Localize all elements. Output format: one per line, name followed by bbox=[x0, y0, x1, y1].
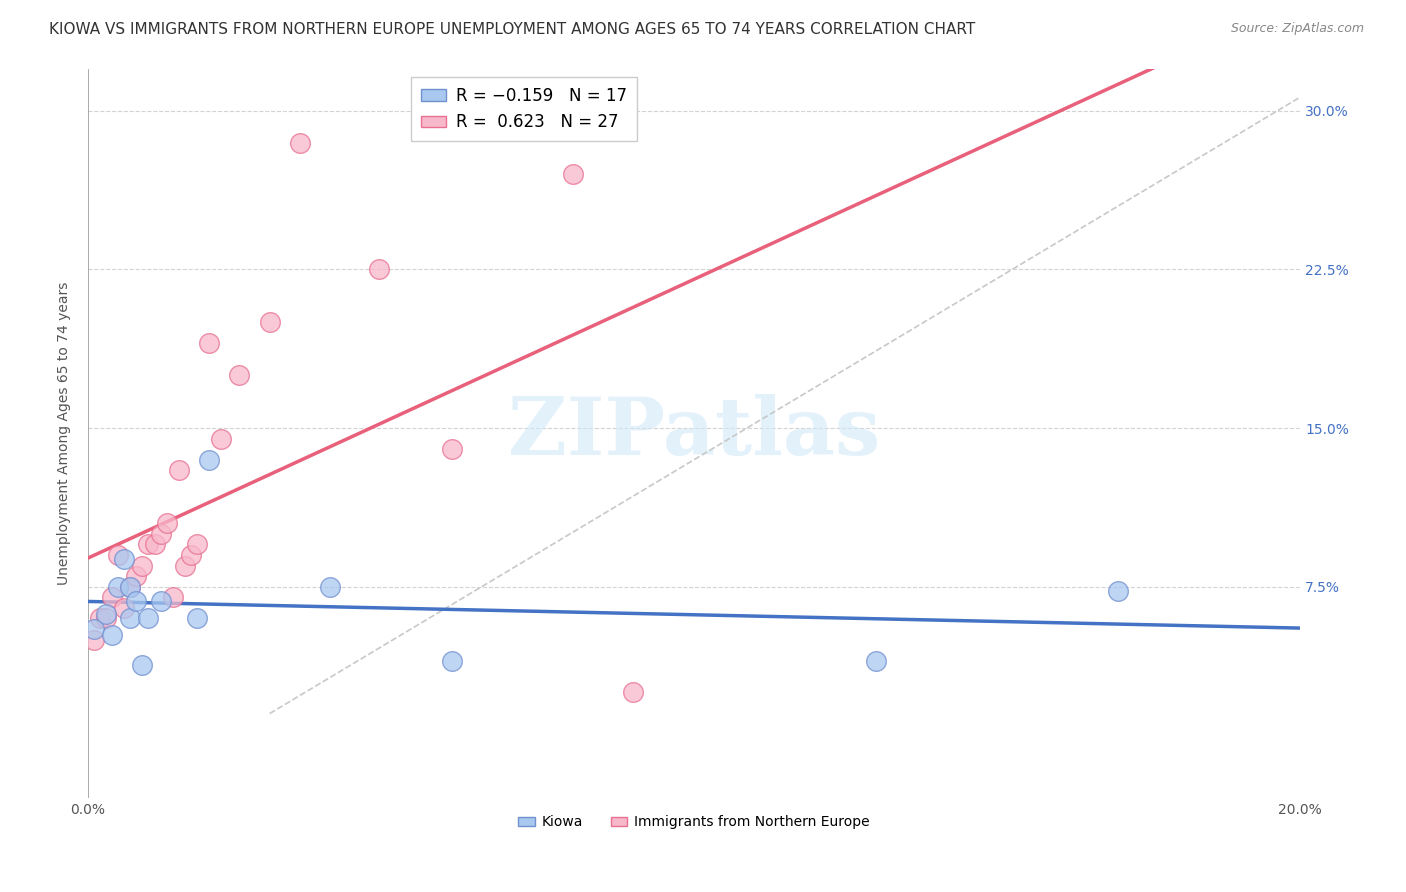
Y-axis label: Unemployment Among Ages 65 to 74 years: Unemployment Among Ages 65 to 74 years bbox=[58, 282, 72, 585]
Point bbox=[319, 580, 342, 594]
Point bbox=[107, 548, 129, 562]
Point bbox=[259, 315, 281, 329]
Point bbox=[186, 537, 208, 551]
Point bbox=[621, 685, 644, 699]
Point bbox=[440, 654, 463, 668]
Point bbox=[561, 167, 583, 181]
Point bbox=[228, 368, 250, 383]
Point bbox=[156, 516, 179, 531]
Point bbox=[180, 548, 202, 562]
Point bbox=[367, 262, 389, 277]
Point bbox=[125, 594, 148, 608]
Point bbox=[209, 432, 232, 446]
Point bbox=[288, 136, 311, 150]
Point bbox=[112, 552, 135, 566]
Point bbox=[94, 607, 117, 622]
Point bbox=[131, 657, 153, 672]
Point bbox=[440, 442, 463, 457]
Point bbox=[107, 580, 129, 594]
Text: ZIPatlas: ZIPatlas bbox=[508, 394, 880, 473]
Point bbox=[120, 611, 142, 625]
Point bbox=[167, 463, 190, 477]
Text: KIOWA VS IMMIGRANTS FROM NORTHERN EUROPE UNEMPLOYMENT AMONG AGES 65 TO 74 YEARS : KIOWA VS IMMIGRANTS FROM NORTHERN EUROPE… bbox=[49, 22, 976, 37]
Point bbox=[198, 336, 221, 351]
Point bbox=[89, 611, 111, 625]
Point bbox=[131, 558, 153, 573]
Point bbox=[865, 654, 887, 668]
Point bbox=[101, 628, 124, 642]
Text: Source: ZipAtlas.com: Source: ZipAtlas.com bbox=[1230, 22, 1364, 36]
Point bbox=[101, 591, 124, 605]
Point bbox=[83, 632, 105, 647]
Point bbox=[198, 452, 221, 467]
Point bbox=[83, 622, 105, 636]
Point bbox=[120, 580, 142, 594]
Point bbox=[173, 558, 195, 573]
Point bbox=[120, 580, 142, 594]
Point bbox=[149, 594, 172, 608]
Point bbox=[125, 569, 148, 583]
Legend: Kiowa, Immigrants from Northern Europe: Kiowa, Immigrants from Northern Europe bbox=[512, 810, 876, 835]
Point bbox=[186, 611, 208, 625]
Point bbox=[94, 611, 117, 625]
Point bbox=[162, 591, 184, 605]
Point bbox=[112, 600, 135, 615]
Point bbox=[1107, 583, 1129, 598]
Point bbox=[149, 526, 172, 541]
Point bbox=[138, 537, 160, 551]
Point bbox=[138, 611, 160, 625]
Point bbox=[143, 537, 166, 551]
